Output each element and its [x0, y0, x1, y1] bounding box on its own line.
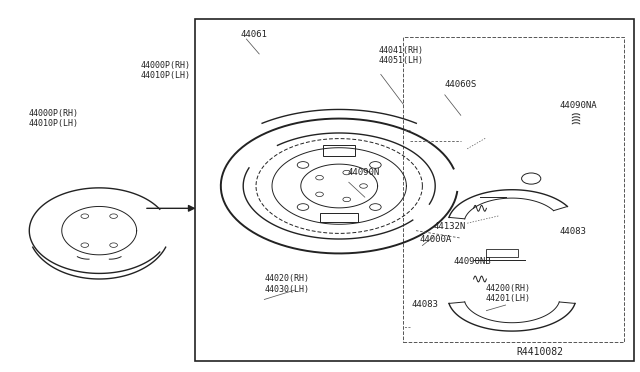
Text: 44000P(RH)
44010P(LH): 44000P(RH) 44010P(LH): [141, 61, 191, 80]
Bar: [403, 37, 624, 342]
Bar: [320, 213, 358, 222]
Text: 44000A: 44000A: [419, 235, 451, 244]
Text: 44000P(RH)
44010P(LH): 44000P(RH) 44010P(LH): [29, 109, 79, 128]
Text: 44083: 44083: [560, 227, 587, 236]
Text: 44090NB: 44090NB: [453, 257, 491, 266]
Text: 44060S: 44060S: [445, 80, 477, 89]
Text: 44020(RH)
44030(LH): 44020(RH) 44030(LH): [264, 275, 309, 294]
Bar: [486, 249, 518, 257]
Text: 44090N: 44090N: [348, 168, 380, 177]
Text: 44090NA: 44090NA: [560, 101, 598, 110]
Text: 44041(RH)
44051(LH): 44041(RH) 44051(LH): [379, 46, 424, 65]
Text: 44200(RH)
44201(LH): 44200(RH) 44201(LH): [485, 284, 530, 303]
Bar: [195, 19, 634, 361]
Bar: [323, 145, 355, 156]
Text: 44061: 44061: [241, 30, 268, 39]
Text: 44083: 44083: [412, 300, 438, 309]
Text: R4410082: R4410082: [516, 347, 563, 357]
Text: 44132N: 44132N: [434, 222, 466, 231]
